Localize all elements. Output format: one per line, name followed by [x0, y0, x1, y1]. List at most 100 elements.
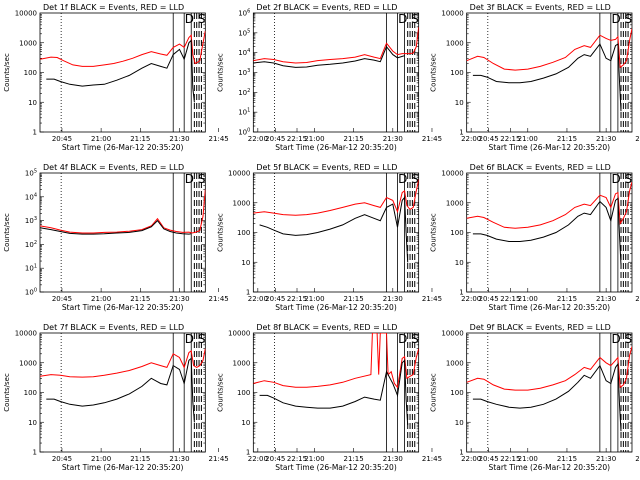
y-tick-label: 1000 — [19, 359, 37, 367]
x-tick-label: 21:00 — [304, 455, 324, 463]
y-tick-label: 10 — [455, 99, 464, 107]
detector-panel-4: Det 4f BLACK = Events, RED = LLD10010110… — [3, 163, 307, 312]
detector-panel-6: Det 6f BLACK = Events, RED = LLD 1 10 100 10… — [430, 163, 640, 312]
interval-label: D S — [185, 172, 206, 186]
lld-series-line — [253, 179, 419, 216]
events-series-line — [259, 359, 409, 426]
y-axis-label: Counts/sec — [3, 53, 11, 92]
x-tick-label: 21:45 — [635, 455, 640, 463]
lld-series-line — [40, 30, 206, 67]
y-tick-label: 10000 — [441, 330, 463, 338]
detector-panel-9: Det 9f BLACK = Events, RED = LLD 1 10 100 10… — [430, 323, 640, 472]
x-tick-label: 21:15 — [557, 135, 577, 143]
plot-frame — [252, 332, 420, 453]
x-axis-label: Start Time (26-Mar-12 20:35:20) — [275, 303, 397, 312]
y-axis-label: Counts/sec — [3, 213, 11, 252]
x-tick-label: 20:45 — [52, 455, 72, 463]
x-axis-label: Start Time (26-Mar-12 20:35:20) — [62, 463, 184, 472]
x-tick-label: 22:15 — [287, 135, 307, 143]
plot-frame — [252, 12, 420, 133]
x-tick-label: 22:15 — [287, 295, 307, 303]
y-axis-label: Counts/sec — [3, 373, 11, 412]
detector-panel-2: Det 2f BLACK = Events, RED = LLD 100 10 1 10… — [216, 3, 520, 152]
x-tick-label: 21:00 — [518, 135, 538, 143]
y-tick-label: 100 — [237, 229, 250, 237]
events-series-line — [46, 357, 195, 423]
x-tick-label: 20:45 — [52, 135, 72, 143]
detector-panel-8: Det 8f BLACK = Events, RED = LLD 1 10 100 10… — [216, 323, 520, 472]
y-tick-label: 1 — [33, 449, 37, 457]
plot-frame — [39, 332, 206, 453]
plot-frame — [39, 12, 206, 133]
y-tick-label: 1 — [246, 449, 250, 457]
detector-panel-1: Det 1f BLACK = Events, RED = LLD 1 10 100 10… — [3, 3, 307, 152]
x-tick-label: 22:00 — [248, 135, 268, 143]
events-series-line — [472, 43, 622, 112]
y-tick-label: 102 — [238, 88, 250, 97]
x-axis-label: Start Time (26-Mar-12 20:35:20) — [489, 143, 611, 152]
x-tick-label: 21:30 — [596, 135, 616, 143]
y-tick-label: 1000 — [446, 39, 464, 47]
y-tick-label: 103 — [25, 216, 37, 225]
x-tick-label: 22:00 — [461, 295, 481, 303]
y-tick-label: 100 — [24, 389, 37, 397]
x-tick-label: 21:00 — [91, 455, 111, 463]
y-tick-label: 106 — [238, 9, 250, 18]
y-tick-label: 1 — [459, 289, 463, 297]
x-tick-label: 21:15 — [557, 295, 577, 303]
panel-title: Det 8f BLACK = Events, RED = LLD — [256, 323, 397, 332]
y-tick-label: 1 — [246, 289, 250, 297]
y-tick-label: 10000 — [15, 330, 37, 338]
x-tick-label: 20:45 — [52, 295, 72, 303]
x-tick-label: 20:45 — [479, 135, 499, 143]
panel-title: Det 3f BLACK = Events, RED = LLD — [470, 3, 611, 12]
panel-title: Det 1f BLACK = Events, RED = LLD — [43, 3, 184, 12]
y-tick-label: 10000 — [228, 170, 250, 178]
x-tick-label: 22:15 — [500, 295, 520, 303]
y-tick-label: 104 — [238, 48, 250, 57]
x-tick-label: 21:00 — [304, 295, 324, 303]
lld-series-line — [40, 348, 206, 378]
x-tick-label: 22:15 — [500, 135, 520, 143]
panel-title: Det 2f BLACK = Events, RED = LLD — [256, 3, 397, 12]
y-tick-label: 100 — [24, 69, 37, 77]
events-series-line — [472, 362, 622, 432]
x-tick-label: 21:15 — [344, 135, 364, 143]
y-tick-label: 10 — [455, 419, 464, 427]
events-series-line — [40, 219, 192, 235]
x-tick-label: 20:45 — [479, 295, 499, 303]
interval-label: D S — [185, 12, 206, 26]
y-tick-label: 1000 — [19, 39, 37, 47]
x-tick-label: 21:00 — [518, 295, 538, 303]
y-tick-label: 10000 — [15, 10, 37, 18]
x-tick-label: 21:45 — [422, 455, 442, 463]
x-tick-label: 21:45 — [209, 455, 229, 463]
x-tick-label: 21:00 — [518, 455, 538, 463]
x-tick-label: 20:45 — [265, 135, 285, 143]
panel-title: Det 7f BLACK = Events, RED = LLD — [43, 323, 184, 332]
x-tick-label: 20:45 — [265, 455, 285, 463]
interval-label: D S — [185, 332, 206, 346]
x-axis-label: Start Time (26-Mar-12 20:35:20) — [489, 463, 611, 472]
interval-label: D S — [611, 172, 632, 186]
x-axis-label: Start Time (26-Mar-12 20:35:20) — [62, 143, 184, 152]
y-tick-label: 101 — [25, 264, 37, 273]
y-tick-label: 1000 — [446, 359, 464, 367]
x-tick-label: 21:30 — [596, 455, 616, 463]
x-tick-label: 20:45 — [479, 455, 499, 463]
x-tick-label: 21:30 — [169, 135, 189, 143]
x-tick-label: 21:45 — [635, 135, 640, 143]
y-tick-label: 1 — [459, 129, 463, 137]
x-tick-label: 21:15 — [344, 455, 364, 463]
x-axis-label: Start Time (26-Mar-12 20:35:20) — [62, 303, 184, 312]
plot-frame — [466, 332, 633, 453]
interval-label: D S — [611, 12, 632, 26]
y-tick-label: 100 — [450, 69, 463, 77]
events-series-line — [46, 39, 195, 103]
x-tick-label: 21:45 — [422, 135, 442, 143]
y-axis-label: Counts/sec — [430, 373, 438, 412]
y-tick-label: 10000 — [441, 10, 463, 18]
y-tick-label: 105 — [238, 28, 250, 37]
x-axis-label: Start Time (26-Mar-12 20:35:20) — [489, 303, 611, 312]
y-axis-label: Counts/sec — [430, 53, 438, 92]
